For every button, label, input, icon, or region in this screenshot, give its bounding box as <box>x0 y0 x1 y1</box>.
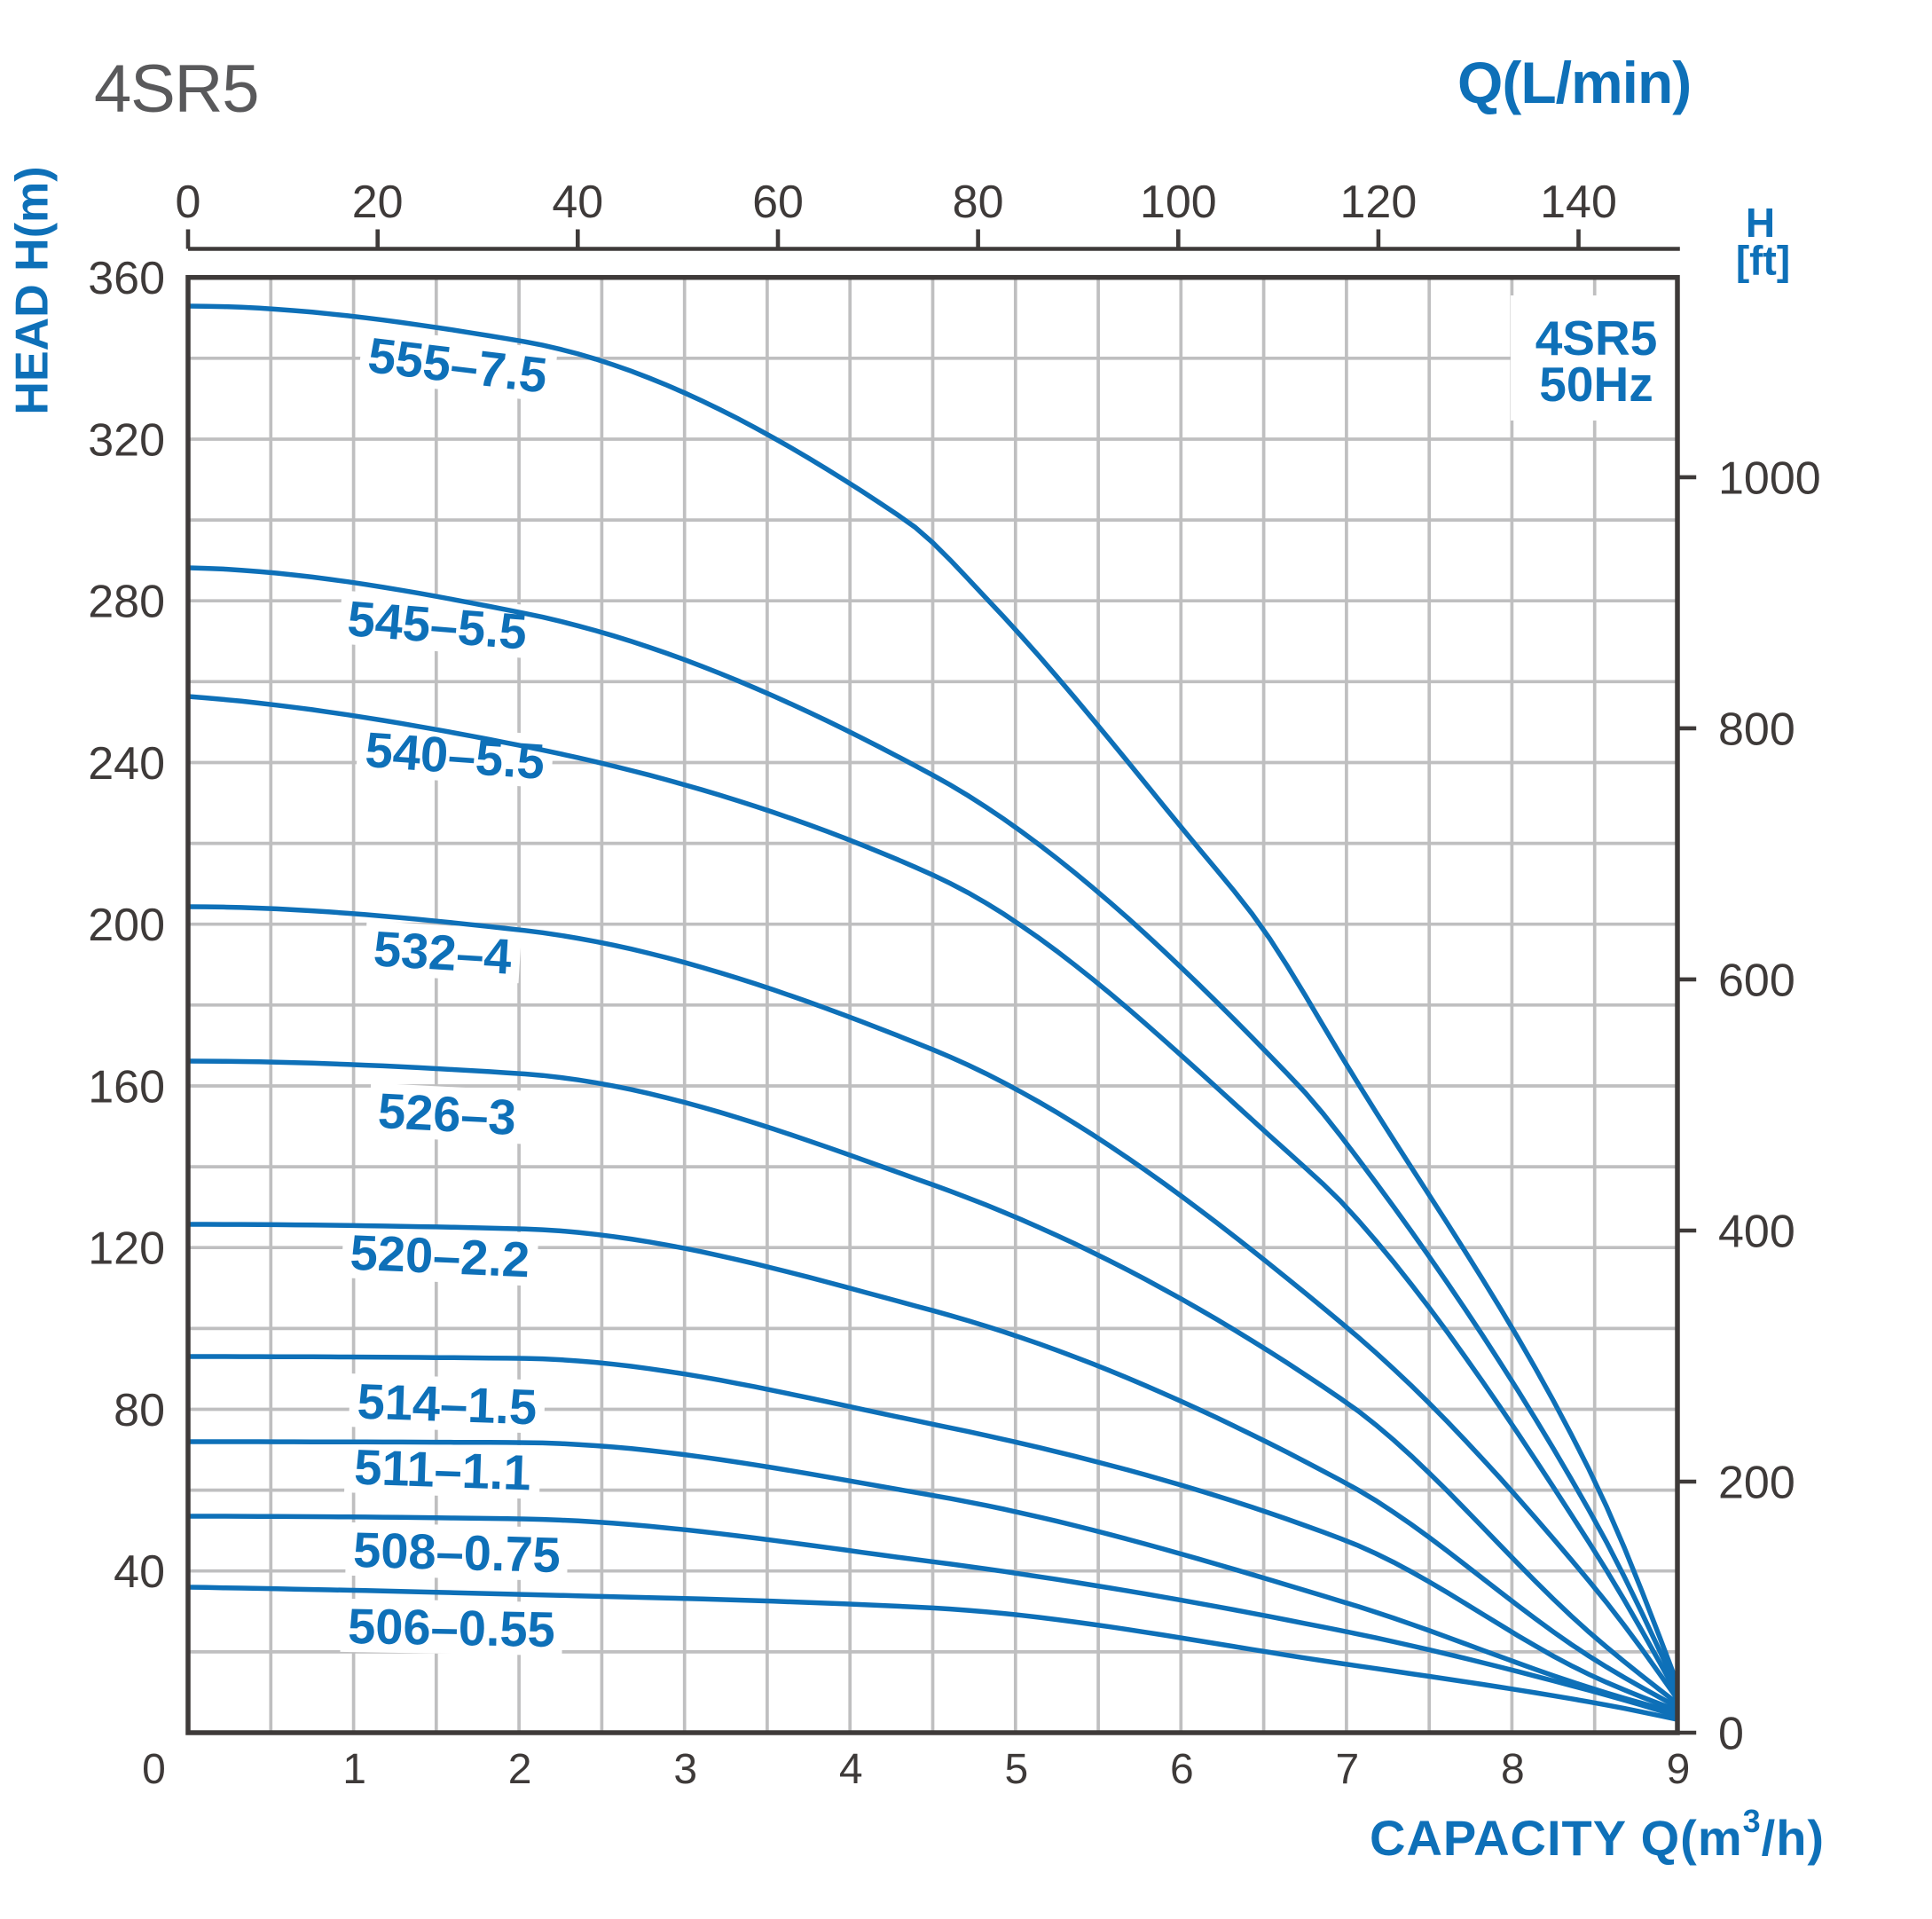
svg-text:0: 0 <box>176 177 201 228</box>
svg-text:80: 80 <box>953 177 1004 228</box>
svg-text:120: 120 <box>88 1223 165 1275</box>
svg-text:1: 1 <box>342 1746 366 1793</box>
svg-text:80: 80 <box>114 1385 165 1436</box>
svg-text:400: 400 <box>1718 1207 1795 1258</box>
svg-text:3: 3 <box>673 1746 697 1793</box>
svg-text:120: 120 <box>1340 177 1418 228</box>
svg-text:506–0.55: 506–0.55 <box>348 1598 556 1657</box>
svg-text:360: 360 <box>88 253 165 304</box>
svg-text:200: 200 <box>88 900 165 951</box>
svg-text:6: 6 <box>1170 1746 1194 1793</box>
svg-text:50Hz: 50Hz <box>1539 357 1653 412</box>
svg-text:Q(L/min): Q(L/min) <box>1457 50 1691 115</box>
svg-text:40: 40 <box>552 177 603 228</box>
svg-text:526–3: 526–3 <box>377 1082 518 1145</box>
svg-text:2: 2 <box>508 1746 532 1793</box>
svg-text:8: 8 <box>1501 1746 1525 1793</box>
svg-text:H: H <box>1746 200 1775 246</box>
svg-text:540–5.5: 540–5.5 <box>364 721 546 790</box>
svg-text:508–0.75: 508–0.75 <box>352 1522 561 1583</box>
svg-text:HEAD H(m): HEAD H(m) <box>7 166 59 414</box>
svg-text:60: 60 <box>752 177 804 228</box>
svg-text:9: 9 <box>1667 1746 1691 1793</box>
svg-text:800: 800 <box>1718 704 1795 755</box>
svg-text:200: 200 <box>1718 1458 1795 1509</box>
svg-text:1000: 1000 <box>1718 452 1821 504</box>
svg-text:532–4: 532–4 <box>372 920 513 984</box>
svg-text:20: 20 <box>352 177 404 228</box>
svg-text:600: 600 <box>1718 955 1795 1006</box>
svg-text:4SR5: 4SR5 <box>94 51 258 127</box>
svg-text:4: 4 <box>839 1746 863 1793</box>
svg-text:320: 320 <box>88 415 165 467</box>
svg-text:0: 0 <box>1718 1709 1744 1760</box>
svg-text:140: 140 <box>1540 177 1617 228</box>
svg-text:100: 100 <box>1140 177 1217 228</box>
svg-text:7: 7 <box>1336 1746 1360 1793</box>
svg-text:4SR5: 4SR5 <box>1535 311 1658 366</box>
svg-text:160: 160 <box>88 1062 165 1113</box>
svg-text:0: 0 <box>142 1746 166 1793</box>
svg-text:280: 280 <box>88 577 165 628</box>
svg-text:514–1.5: 514–1.5 <box>357 1372 538 1435</box>
svg-text:40: 40 <box>114 1546 165 1598</box>
svg-text:5: 5 <box>1004 1746 1028 1793</box>
svg-text:[ft]: [ft] <box>1736 238 1790 284</box>
svg-text:511–1.1: 511–1.1 <box>353 1439 531 1501</box>
svg-text:240: 240 <box>88 738 165 790</box>
svg-text:CAPACITY Q(m3/h): CAPACITY Q(m3/h) <box>1370 1803 1825 1866</box>
svg-text:520–2.2: 520–2.2 <box>349 1224 530 1288</box>
